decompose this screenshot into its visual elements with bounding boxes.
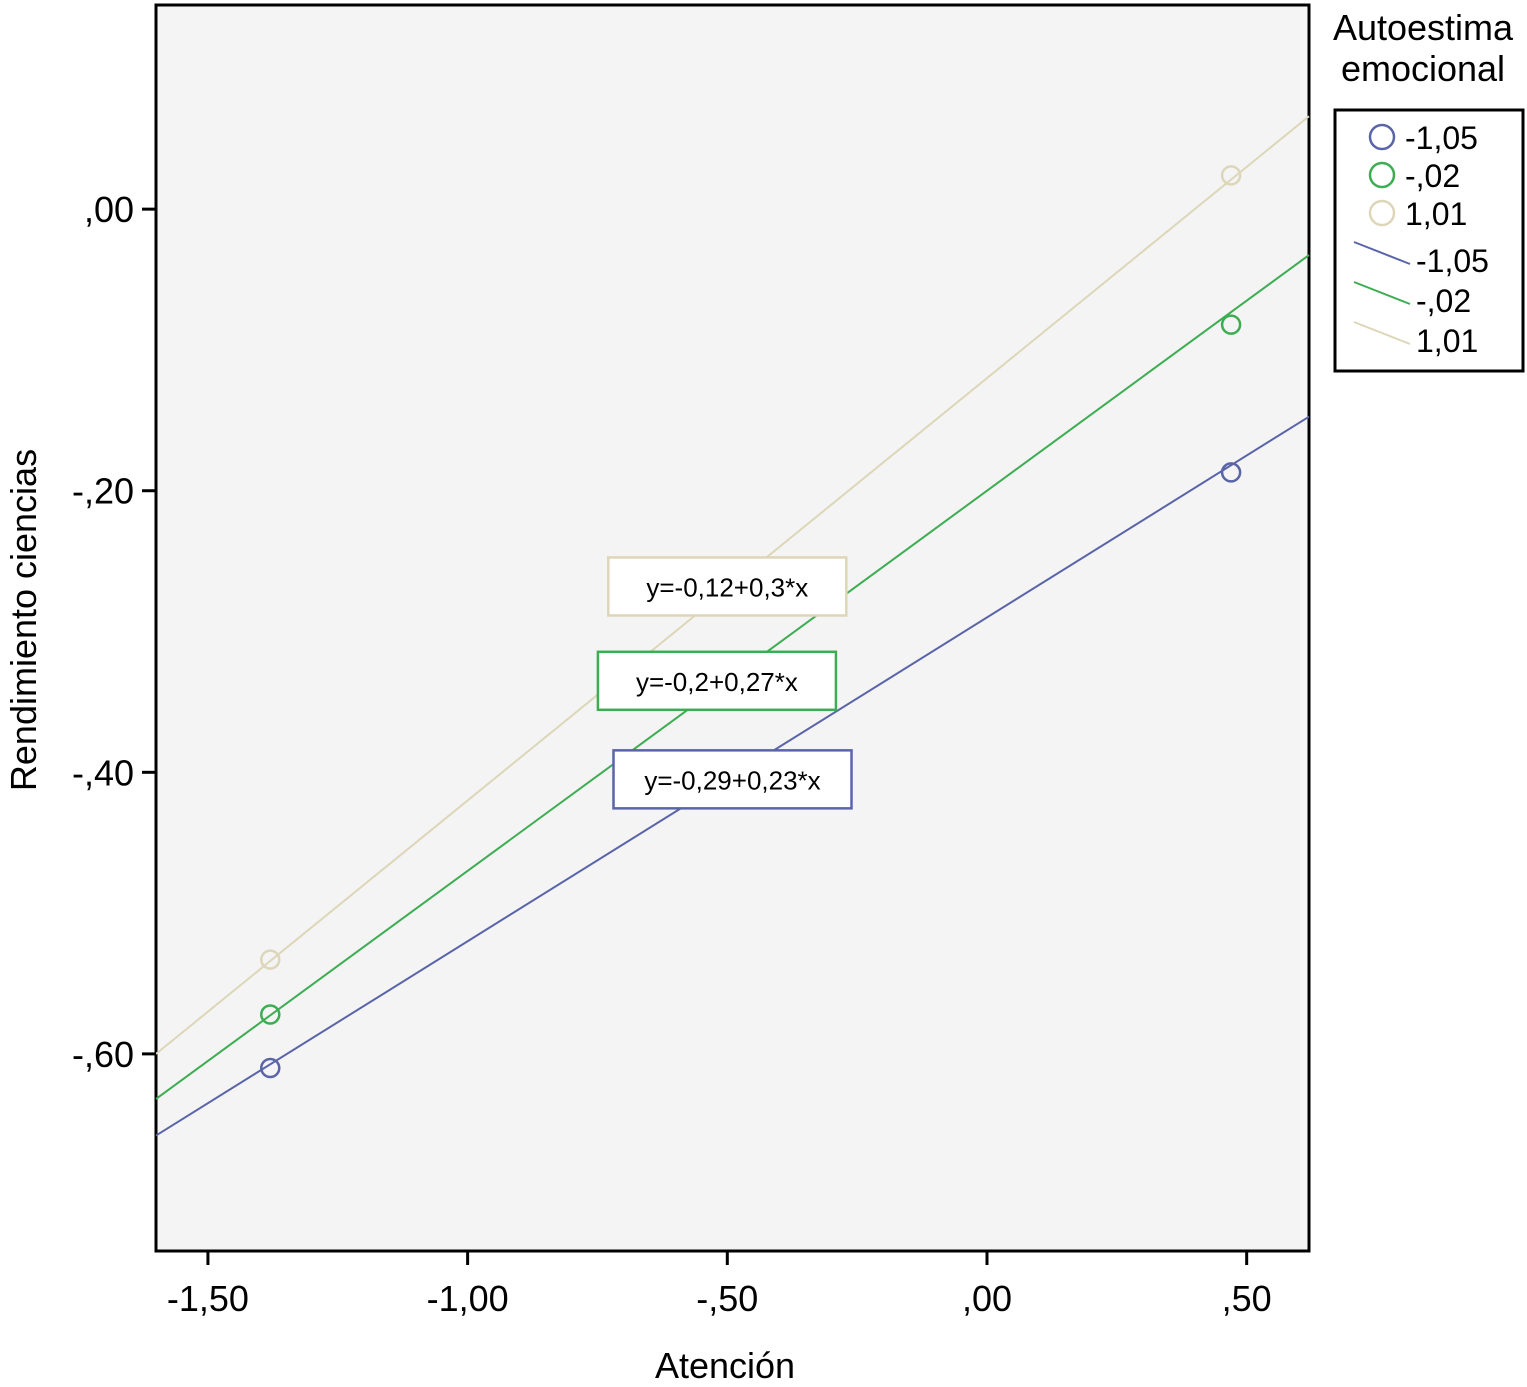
- y-axis-label: Rendimiento ciencias: [3, 449, 44, 791]
- data-points: [260, 165, 1242, 1079]
- y-tick-label-0: ,00: [84, 189, 134, 230]
- legend-line-label-1: -,02: [1416, 283, 1471, 319]
- equation-labels: y=-0,29+0,23*x y=-0,2+0,27*x y=-0,12+0,3*x: [596, 556, 853, 810]
- y-axis: ,00 -,20 -,40 -,60: [72, 189, 156, 1075]
- y-tick-label-1: -,20: [72, 471, 134, 512]
- equation-box-1: [596, 650, 838, 712]
- x-tick-label-0: -1,50: [167, 1278, 249, 1319]
- legend-line-0: [1353, 241, 1411, 265]
- data-point-1-0: [260, 1004, 281, 1025]
- x-axis: -1,50 -1,00 -,50 ,00 ,50: [167, 1251, 1272, 1319]
- data-point-0-0: [260, 1057, 281, 1079]
- y-tick-label-3: -,60: [72, 1034, 134, 1075]
- data-point-2-0: [260, 949, 281, 970]
- equation-box-0: [612, 749, 853, 810]
- plot-area: [154, 3, 1311, 1253]
- legend-point-label-2: 1,01: [1405, 196, 1467, 232]
- legend-title-line-2: emocional: [1341, 48, 1505, 89]
- x-tick-label-4: ,50: [1222, 1278, 1272, 1319]
- legend-line-2: [1353, 321, 1411, 345]
- legend-marker-0: [1368, 123, 1396, 151]
- equation-box-2: [607, 556, 848, 617]
- equation-label-0: y=-0,29+0,23*x: [644, 765, 820, 795]
- legend-line-label-0: -1,05: [1416, 243, 1489, 279]
- y-tick-label-2: -,40: [72, 752, 134, 793]
- legend-marker-2: [1368, 199, 1396, 227]
- x-tick-label-3: ,00: [962, 1278, 1012, 1319]
- legend-title-line-1: Autoestima: [1333, 7, 1514, 48]
- data-point-1-1: [1220, 314, 1242, 335]
- legend-marker-1: [1368, 161, 1396, 189]
- legend-line-label-2: 1,01: [1416, 323, 1478, 359]
- equation-label-1: y=-0,2+0,27*x: [636, 667, 798, 697]
- data-point-0-1: [1220, 462, 1242, 483]
- x-tick-label-1: -1,00: [427, 1278, 509, 1319]
- x-axis-label: Atención: [655, 1345, 795, 1386]
- legend-line-1: [1353, 281, 1411, 305]
- legend-point-label-1: -,02: [1405, 158, 1460, 194]
- legend: Autoestima emocional -1,05-,021,01-1,05-…: [1333, 7, 1525, 373]
- data-point-2-1: [1220, 165, 1242, 186]
- legend-point-label-0: -1,05: [1405, 120, 1478, 156]
- x-tick-label-2: -,50: [696, 1278, 758, 1319]
- equation-label-2: y=-0,12+0,3*x: [646, 572, 808, 602]
